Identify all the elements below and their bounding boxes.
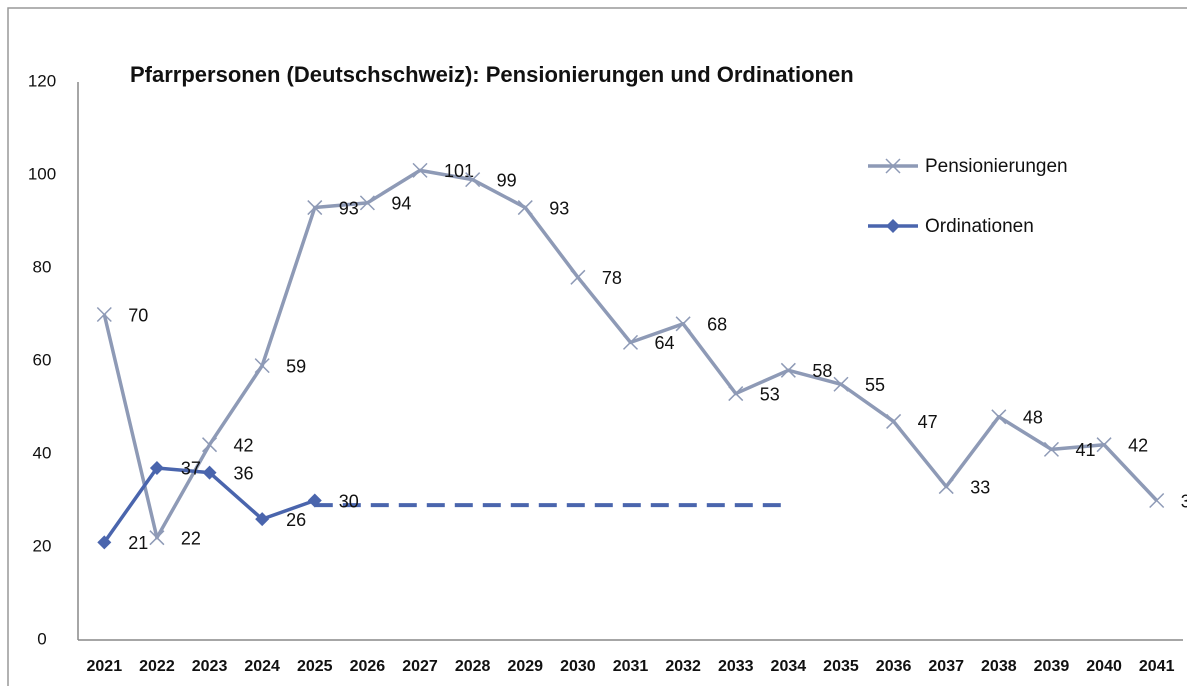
point	[149, 530, 165, 546]
point	[1043, 441, 1059, 457]
data-label: 33	[970, 477, 990, 497]
x-tick-label: 2033	[718, 658, 754, 675]
data-label: 94	[391, 194, 411, 214]
point	[517, 200, 533, 216]
data-label: 41	[1075, 440, 1095, 460]
point	[97, 535, 112, 550]
x-tick-label: 2022	[139, 658, 175, 675]
point	[149, 460, 164, 475]
x-tick-label: 2023	[192, 658, 228, 675]
data-label: 42	[1128, 435, 1148, 455]
data-label: 64	[655, 333, 675, 353]
data-label: 55	[865, 375, 885, 395]
chart-title: Pfarrpersonen (Deutschschweiz): Pensioni…	[130, 62, 854, 87]
x-tick-label: 2032	[665, 658, 701, 675]
point	[1096, 437, 1112, 453]
x-tick-label: 2039	[1034, 658, 1070, 675]
point	[622, 334, 639, 350]
legend-label: Pensionierungen	[925, 156, 1068, 177]
point	[570, 269, 586, 285]
x-tick-label: 2024	[244, 658, 280, 675]
data-label: 70	[128, 305, 148, 325]
point	[675, 316, 691, 332]
data-label: 48	[1023, 408, 1043, 428]
x-tick-label: 2025	[297, 658, 333, 675]
data-label: 93	[339, 198, 359, 218]
x-tick-label: 2021	[87, 658, 123, 675]
point	[938, 479, 954, 495]
y-tick-label: 20	[33, 536, 52, 555]
y-tick-label: 80	[33, 257, 52, 276]
data-label: 30	[339, 491, 359, 511]
data-label: 99	[497, 170, 517, 190]
x-tick-label: 2038	[981, 658, 1017, 675]
data-label: 37	[181, 459, 201, 479]
data-label: 22	[181, 528, 201, 548]
y-tick-label: 120	[28, 71, 56, 90]
point	[780, 362, 796, 378]
y-tick-label: 0	[37, 629, 46, 648]
x-tick-label: 2041	[1139, 658, 1175, 675]
point	[307, 493, 322, 508]
y-tick-label: 40	[33, 443, 52, 462]
point	[886, 413, 902, 429]
x-tick-label: 2028	[455, 658, 491, 675]
point	[202, 465, 217, 480]
point	[202, 437, 218, 453]
data-label: 93	[549, 198, 569, 218]
x-tick-label: 2031	[613, 658, 649, 675]
data-label: 30	[1181, 491, 1187, 511]
legend-label: Ordinationen	[925, 216, 1034, 237]
data-label: 36	[234, 463, 254, 483]
x-tick-label: 2035	[823, 658, 859, 675]
y-tick-label: 60	[33, 350, 52, 369]
frame	[7, 7, 1187, 686]
x-tick-label: 2040	[1086, 658, 1122, 675]
point	[96, 306, 112, 323]
point	[254, 358, 270, 374]
data-label: 59	[286, 356, 306, 376]
point	[465, 172, 481, 188]
data-label: 26	[286, 510, 306, 530]
x-tick-label: 2034	[771, 658, 807, 675]
x-tick-label: 2029	[507, 658, 543, 675]
x-tick-label: 2027	[402, 658, 438, 675]
point	[1149, 492, 1165, 509]
data-label: 53	[760, 384, 780, 404]
data-label: 68	[707, 315, 727, 335]
x-tick-label: 2037	[928, 658, 964, 675]
data-label: 58	[812, 361, 832, 381]
data-label: 47	[918, 412, 938, 432]
point	[255, 512, 270, 527]
data-label: 21	[128, 533, 148, 553]
point	[359, 195, 375, 211]
point	[412, 162, 428, 178]
x-tick-label: 2026	[350, 658, 386, 675]
point	[307, 200, 323, 216]
x-tick-label: 2036	[876, 658, 912, 675]
legend-marker	[886, 219, 900, 233]
y-tick-label: 100	[28, 164, 56, 183]
point	[833, 376, 849, 392]
legend-marker	[885, 158, 901, 174]
data-label: 42	[234, 435, 254, 455]
point	[991, 409, 1007, 425]
x-tick-label: 2030	[560, 658, 596, 675]
data-label: 78	[602, 268, 622, 288]
data-label: 101	[444, 161, 474, 181]
point	[728, 386, 744, 402]
